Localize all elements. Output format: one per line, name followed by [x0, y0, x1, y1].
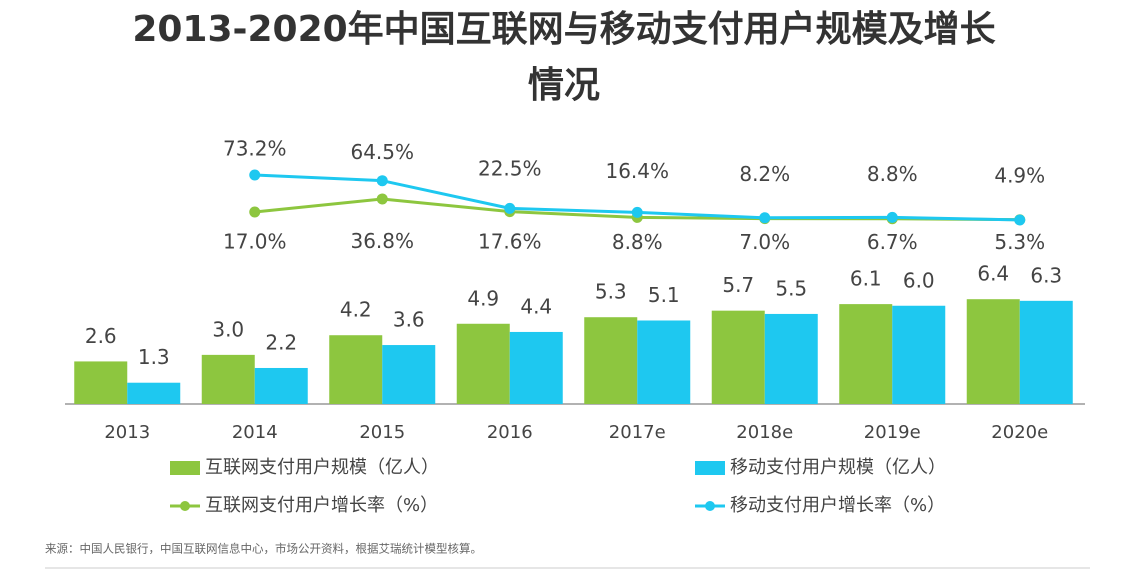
- legend-swatch: [170, 461, 200, 475]
- bar-value-label: 4.2: [340, 298, 372, 322]
- legend-label: 移动支付用户规模（亿人）: [730, 457, 946, 478]
- bar: [509, 331, 563, 404]
- line-value-label: 64.5%: [350, 140, 414, 164]
- line-value-label: 16.4%: [605, 159, 669, 183]
- line-point: [886, 211, 898, 223]
- bar: [127, 382, 181, 404]
- x-tick-label: 2016: [487, 422, 533, 443]
- bar-value-label: 5.5: [775, 276, 807, 300]
- bar: [966, 299, 1020, 404]
- line-point: [759, 212, 771, 224]
- x-tick-label: 2015: [359, 422, 405, 443]
- bar-value-label: 2.6: [85, 324, 117, 348]
- legend-swatch: [705, 501, 715, 511]
- bar: [382, 345, 436, 404]
- bar-value-label: 5.7: [722, 273, 754, 297]
- bar: [584, 317, 638, 404]
- bar: [329, 335, 383, 404]
- line-point: [1014, 214, 1026, 226]
- bar: [637, 320, 691, 404]
- line-value-label: 6.7%: [867, 230, 918, 254]
- x-tick-label: 2017e: [609, 422, 666, 443]
- chart-title: 2013-2020年中国互联网与移动支付用户规模及增长情况: [132, 9, 996, 106]
- bar-value-label: 1.3: [138, 345, 170, 369]
- bar-value-label: 3.6: [393, 308, 425, 332]
- bar-value-label: 6.4: [977, 262, 1009, 286]
- line-point: [376, 193, 388, 205]
- bar: [1019, 300, 1073, 404]
- bar: [456, 323, 510, 404]
- line-value-label: 17.6%: [478, 229, 542, 253]
- line-value-label: 8.8%: [612, 230, 663, 254]
- line-point: [249, 206, 261, 218]
- bar-value-label: 5.1: [648, 283, 680, 307]
- legend-label: 移动支付用户增长率（%）: [730, 495, 945, 516]
- line-value-label: 7.0%: [739, 230, 790, 254]
- line-value-label: 17.0%: [223, 229, 287, 253]
- bar-value-label: 3.0: [212, 317, 244, 341]
- line-value-label: 22.5%: [478, 157, 542, 181]
- bar-value-label: 4.4: [520, 294, 552, 318]
- bar: [839, 304, 893, 404]
- line-value-label: 73.2%: [223, 136, 287, 160]
- bar-value-label: 2.2: [265, 330, 297, 354]
- line-point: [376, 175, 388, 187]
- line-point: [631, 206, 643, 218]
- bar: [711, 310, 765, 404]
- x-tick-label: 2020e: [991, 422, 1048, 443]
- line-value-label: 5.3%: [994, 230, 1045, 254]
- bar-value-label: 4.9: [467, 286, 499, 310]
- legend-swatch: [180, 501, 190, 511]
- line-point: [249, 169, 261, 181]
- bar: [201, 354, 255, 404]
- bar: [254, 367, 308, 404]
- line-value-label: 8.2%: [739, 162, 790, 186]
- source-note: 来源：中国人民银行，中国互联网信息中心，市场公开资料，根据艾瑞统计模型核算。: [45, 542, 482, 556]
- legend-swatch: [695, 461, 725, 475]
- line-value-label: 4.9%: [994, 163, 1045, 187]
- legend-label: 互联网支付用户增长率（%）: [205, 495, 438, 516]
- line-value-label: 8.8%: [867, 162, 918, 186]
- bar: [892, 305, 946, 404]
- x-tick-label: 2019e: [864, 422, 921, 443]
- bar-value-label: 6.1: [850, 267, 882, 291]
- legend-label: 互联网支付用户规模（亿人）: [205, 457, 439, 478]
- line-value-label: 36.8%: [350, 229, 414, 253]
- bar: [74, 361, 128, 404]
- bar-value-label: 5.3: [595, 280, 627, 304]
- bar-value-label: 6.0: [903, 268, 935, 292]
- line-point: [504, 202, 516, 214]
- bar: [764, 313, 818, 404]
- bar-value-label: 6.3: [1030, 263, 1062, 287]
- x-tick-label: 2018e: [736, 422, 793, 443]
- x-tick-label: 2014: [232, 422, 278, 443]
- x-tick-label: 2013: [104, 422, 150, 443]
